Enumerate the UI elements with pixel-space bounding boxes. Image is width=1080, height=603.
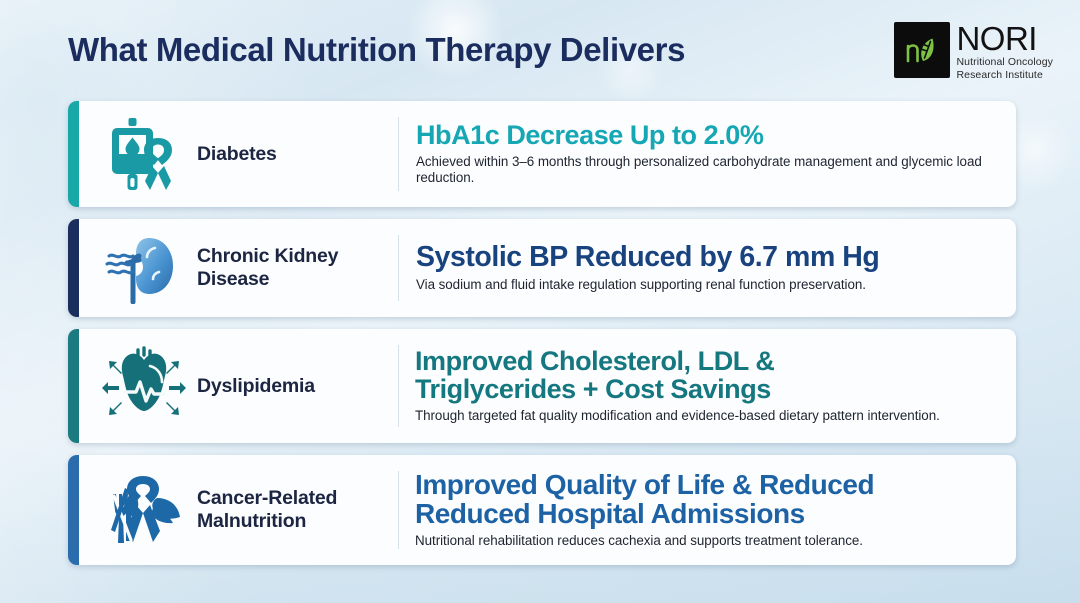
- card-headline: Improved Quality of Life & Reduced Reduc…: [415, 471, 1002, 528]
- benefit-card-cancer-related-malnutrition[interactable]: Cancer-Related Malnutrition Improved Qua…: [68, 455, 1016, 565]
- benefit-card-chronic-kidney-disease[interactable]: Chronic Kidney Disease Systolic BP Reduc…: [68, 219, 1016, 317]
- logo-tagline: Nutritional Oncology Research Institute: [956, 56, 1053, 81]
- card-headline-line-2: Triglycerides + Cost Savings: [415, 374, 771, 404]
- card-headline-line-2: Reduced Hospital Admissions: [415, 498, 805, 529]
- heart-arrows-ecg-icon: [101, 346, 187, 426]
- benefit-card-dyslipidemia[interactable]: Dyslipidemia Improved Cholesterol, LDL &…: [68, 329, 1016, 443]
- card-condition-area: Cancer-Related Malnutrition: [79, 455, 398, 565]
- condition-label-line-1: Diabetes: [197, 142, 277, 165]
- card-metric-area: Improved Quality of Life & Reduced Reduc…: [399, 455, 1016, 565]
- benefit-card-diabetes[interactable]: Diabetes HbA1c Decrease Up to 2.0% Achie…: [68, 101, 1016, 207]
- card-description: Achieved within 3–6 months through perso…: [416, 153, 982, 185]
- card-description: Nutritional rehabilitation reduces cache…: [415, 532, 863, 548]
- card-metric-area: Systolic BP Reduced by 6.7 mm Hg Via sod…: [399, 219, 1016, 317]
- card-headline-line-1: Systolic BP Reduced by 6.7 mm Hg: [416, 241, 880, 274]
- card-accent-bar: [68, 329, 79, 443]
- card-condition-area: Chronic Kidney Disease: [79, 219, 398, 317]
- condition-label: Diabetes: [197, 143, 277, 166]
- card-accent-bar: [68, 219, 79, 317]
- card-headline-line-1: HbA1c Decrease Up to 2.0%: [416, 120, 764, 151]
- condition-label: Chronic Kidney Disease: [197, 245, 339, 291]
- card-headline-line-1: Improved Cholesterol, LDL &: [415, 346, 775, 377]
- header: What Medical Nutrition Therapy Delivers …: [0, 0, 1080, 96]
- nori-logo: NORI Nutritional Oncology Research Insti…: [894, 22, 1053, 81]
- fork-knife-ribbon-leaf-icon: [101, 472, 187, 548]
- card-headline-line-1: Improved Quality of Life & Reduced: [415, 469, 875, 501]
- condition-label: Dyslipidemia: [197, 375, 315, 398]
- card-headline: Systolic BP Reduced by 6.7 mm Hg: [416, 243, 1002, 272]
- kidney-waves-icon: [101, 232, 187, 304]
- condition-label-line-1: Chronic Kidney: [197, 245, 339, 267]
- card-condition-area: Diabetes: [79, 101, 398, 207]
- glucose-meter-ribbon-icon: [101, 116, 187, 192]
- card-accent-bar: [68, 455, 79, 565]
- card-divider: [398, 345, 399, 427]
- logo-wordmark: NORI: [956, 20, 1037, 57]
- card-headline: HbA1c Decrease Up to 2.0%: [416, 122, 1002, 150]
- card-description: Through targeted fat quality modificatio…: [415, 407, 940, 423]
- card-divider: [398, 471, 399, 549]
- logo-tagline-line-1: Nutritional Oncology: [956, 56, 1053, 68]
- logo-tagline-line-2: Research Institute: [956, 68, 1043, 81]
- condition-label: Cancer-Related Malnutrition: [197, 487, 337, 533]
- card-accent-bar: [68, 101, 79, 207]
- card-condition-area: Dyslipidemia: [79, 329, 398, 443]
- card-metric-area: Improved Cholesterol, LDL & Triglyceride…: [399, 329, 1016, 443]
- card-divider: [398, 117, 399, 191]
- leaf-logo-icon: [894, 22, 951, 78]
- card-headline: Improved Cholesterol, LDL & Triglyceride…: [415, 348, 1002, 403]
- condition-label-line-1: Cancer-Related: [197, 487, 338, 509]
- condition-label-line-1: Dyslipidemia: [197, 374, 315, 397]
- card-divider: [398, 235, 399, 301]
- condition-label-line-2: Malnutrition: [197, 510, 307, 532]
- page-title: What Medical Nutrition Therapy Delivers: [68, 31, 686, 68]
- condition-label-line-2: Disease: [197, 268, 270, 290]
- benefit-card-list: Diabetes HbA1c Decrease Up to 2.0% Achie…: [68, 101, 1016, 577]
- card-metric-area: HbA1c Decrease Up to 2.0% Achieved withi…: [399, 101, 1016, 207]
- card-description: Via sodium and fluid intake regulation s…: [416, 276, 866, 292]
